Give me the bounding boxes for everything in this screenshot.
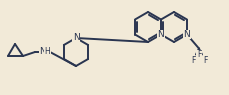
Text: F: F <box>203 56 207 65</box>
Text: H: H <box>45 46 50 55</box>
Text: N: N <box>73 34 79 42</box>
Text: F: F <box>191 56 195 65</box>
Text: N: N <box>158 30 164 39</box>
Text: F: F <box>197 50 201 59</box>
Text: N: N <box>184 30 190 39</box>
Text: N: N <box>40 48 46 57</box>
